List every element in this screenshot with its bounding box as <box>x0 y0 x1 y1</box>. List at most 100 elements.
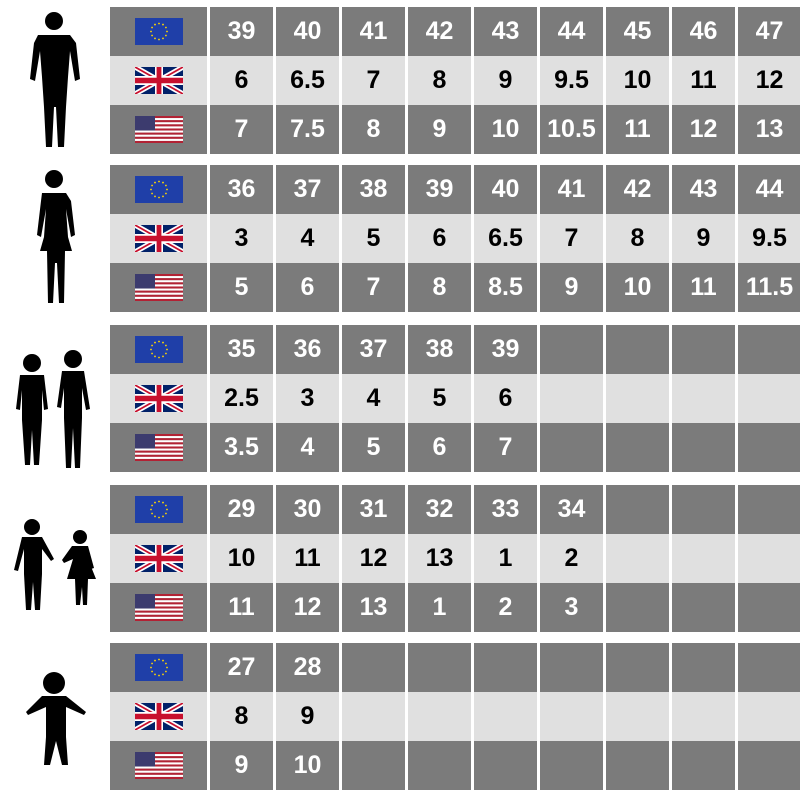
size-cell: 12 <box>342 534 405 583</box>
size-cell <box>408 643 471 692</box>
us-flag-icon <box>110 105 207 154</box>
size-cell: 42 <box>408 7 471 56</box>
size-cell <box>606 423 669 472</box>
size-cell: 6 <box>408 423 471 472</box>
size-cell: 5 <box>210 263 273 312</box>
size-cell: 8 <box>408 263 471 312</box>
size-cell: 4 <box>276 214 339 263</box>
size-cell: 8 <box>606 214 669 263</box>
size-cell: 7 <box>342 263 405 312</box>
size-cell: 29 <box>210 485 273 534</box>
size-cell: 6 <box>276 263 339 312</box>
size-cell: 42 <box>606 165 669 214</box>
size-cell: 9 <box>672 214 735 263</box>
size-cell: 43 <box>474 7 537 56</box>
size-cell: 38 <box>408 325 471 374</box>
eu-size-row: 29 30 31 32 33 34 <box>110 485 800 534</box>
eu-size-row: 36 37 38 39 40 41 42 43 44 <box>110 165 800 214</box>
size-cell <box>606 692 669 741</box>
us-flag-icon <box>110 583 207 632</box>
us-size-row: 11 12 13 1 2 3 <box>110 583 800 632</box>
size-cell: 32 <box>408 485 471 534</box>
uk-flag-icon <box>110 374 207 423</box>
size-cell: 12 <box>738 56 800 105</box>
size-cell: 13 <box>342 583 405 632</box>
size-cell: 10 <box>606 263 669 312</box>
size-cell <box>342 643 405 692</box>
size-group: 35 36 37 38 39 2.5 3 4 5 6 3.5 4 5 6 7 <box>0 325 800 473</box>
size-cell: 41 <box>540 165 603 214</box>
size-cell: 1 <box>408 583 471 632</box>
size-cell: 9 <box>276 692 339 741</box>
size-cell: 37 <box>276 165 339 214</box>
uk-flag-icon <box>110 214 207 263</box>
size-cell: 13 <box>738 105 800 154</box>
us-flag-icon <box>110 741 207 790</box>
size-cell: 7 <box>342 56 405 105</box>
size-cell <box>738 374 800 423</box>
size-cell: 9.5 <box>738 214 800 263</box>
size-group: 36 37 38 39 40 41 42 43 44 3 4 5 6 6.5 7 8 9 9.5 5 6 7 8 8.5 9 1… <box>0 165 800 313</box>
eu-flag-icon <box>110 643 207 692</box>
us-size-row: 5 6 7 8 8.5 9 10 11 11.5 <box>110 263 800 312</box>
size-cell: 3 <box>276 374 339 423</box>
size-cell <box>474 643 537 692</box>
size-cell <box>540 692 603 741</box>
uk-size-row: 10 11 12 13 1 2 <box>110 534 800 583</box>
size-cell: 12 <box>276 583 339 632</box>
size-cell <box>540 374 603 423</box>
size-cell <box>672 741 735 790</box>
uk-flag-icon <box>110 56 207 105</box>
size-cell: 6 <box>474 374 537 423</box>
size-cell <box>672 374 735 423</box>
teen-children-silhouette-icon <box>0 325 108 473</box>
size-cell: 28 <box>276 643 339 692</box>
us-flag-icon <box>110 263 207 312</box>
size-cell <box>606 643 669 692</box>
size-cell: 44 <box>540 7 603 56</box>
size-cell <box>738 485 800 534</box>
size-cell: 37 <box>342 325 405 374</box>
size-cell: 2 <box>474 583 537 632</box>
size-cell: 10 <box>276 741 339 790</box>
us-flag-icon <box>110 423 207 472</box>
size-group: 39 40 41 42 43 44 45 46 47 6 6.5 7 8 9 9.5 10 11 12 7 7.5 8 9… <box>0 7 800 155</box>
size-cell: 11 <box>672 56 735 105</box>
size-cell: 36 <box>210 165 273 214</box>
size-cell <box>540 423 603 472</box>
size-cell: 34 <box>540 485 603 534</box>
size-cell: 9 <box>540 263 603 312</box>
eu-flag-icon <box>110 7 207 56</box>
size-cell <box>540 643 603 692</box>
size-cell <box>342 741 405 790</box>
size-cell: 6 <box>210 56 273 105</box>
eu-size-row: 35 36 37 38 39 <box>110 325 800 374</box>
size-cell <box>672 643 735 692</box>
toddler-silhouette-icon <box>0 643 108 791</box>
size-cell: 9 <box>474 56 537 105</box>
eu-size-row: 39 40 41 42 43 44 45 46 47 <box>110 7 800 56</box>
size-cell: 1 <box>474 534 537 583</box>
size-cell <box>672 325 735 374</box>
size-cell: 3 <box>210 214 273 263</box>
size-cell: 9.5 <box>540 56 603 105</box>
size-cell: 39 <box>408 165 471 214</box>
size-cell <box>408 741 471 790</box>
kids-holding-hands-silhouette-icon <box>0 485 108 633</box>
woman-silhouette-icon <box>0 165 108 313</box>
size-cell: 33 <box>474 485 537 534</box>
size-group: 27 28 8 9 9 10 <box>0 643 800 791</box>
us-size-row: 7 7.5 8 9 10 10.5 11 12 13 <box>110 105 800 154</box>
size-cell <box>738 643 800 692</box>
size-cell: 8 <box>342 105 405 154</box>
size-cell: 44 <box>738 165 800 214</box>
uk-flag-icon <box>110 692 207 741</box>
size-cell: 40 <box>474 165 537 214</box>
man-silhouette-icon <box>0 7 108 155</box>
uk-size-row: 3 4 5 6 6.5 7 8 9 9.5 <box>110 214 800 263</box>
eu-flag-icon <box>110 485 207 534</box>
size-cell <box>606 583 669 632</box>
uk-size-row: 6 6.5 7 8 9 9.5 10 11 12 <box>110 56 800 105</box>
size-cell: 7 <box>474 423 537 472</box>
size-cell: 47 <box>738 7 800 56</box>
